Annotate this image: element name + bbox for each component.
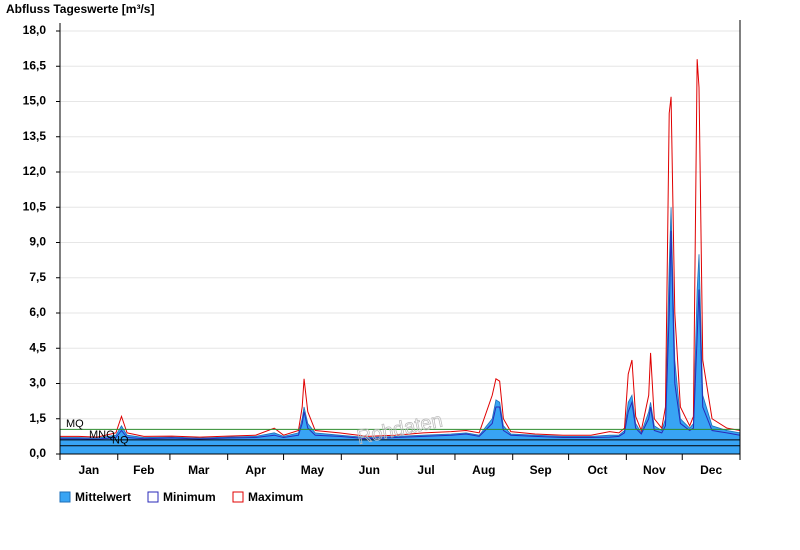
x-tick-label: Jun (359, 463, 380, 477)
x-tick-label: May (301, 463, 325, 477)
x-tick-label: Oct (587, 463, 607, 477)
mean-area (59, 207, 741, 455)
x-tick-label: Dec (700, 463, 722, 477)
x-tick-label: Apr (245, 463, 266, 477)
legend-swatch (59, 491, 71, 503)
reference-label: MQ (66, 418, 84, 430)
x-tick-label: Jul (417, 463, 434, 477)
legend-label: Maximum (248, 490, 303, 504)
x-tick-label: Mar (188, 463, 210, 477)
y-tick-label: 6,0 (29, 305, 46, 319)
x-tick-label: Sep (530, 463, 552, 477)
x-tick-label: Aug (472, 463, 495, 477)
y-tick-label: 10,5 (23, 199, 47, 213)
y-tick-label: 9,0 (29, 235, 46, 249)
x-tick-label: Jan (79, 463, 100, 477)
legend-swatch (147, 491, 159, 503)
y-tick-label: 18,0 (23, 23, 47, 37)
y-tick-label: 13,5 (23, 129, 47, 143)
y-tick-label: 4,5 (29, 340, 46, 354)
chart-title: Abfluss Tageswerte [m³/s] (6, 2, 154, 16)
reference-label: NQ (112, 435, 129, 447)
y-tick-label: 7,5 (29, 270, 46, 284)
y-tick-label: 3,0 (29, 376, 46, 390)
x-tick-label: Feb (133, 463, 154, 477)
y-tick-label: 0,0 (29, 446, 46, 460)
y-tick-label: 1,5 (29, 411, 46, 425)
legend-label: Minimum (163, 490, 216, 504)
series-line (60, 230, 741, 440)
x-tick-label: Nov (643, 463, 666, 477)
legend-label: Mittelwert (75, 490, 131, 504)
reference-label: MNQ (89, 429, 115, 441)
y-tick-label: 15,0 (23, 94, 47, 108)
legend-swatch (232, 491, 244, 503)
y-tick-label: 12,0 (23, 164, 47, 178)
y-tick-label: 16,5 (23, 58, 47, 72)
series-line (60, 59, 741, 438)
